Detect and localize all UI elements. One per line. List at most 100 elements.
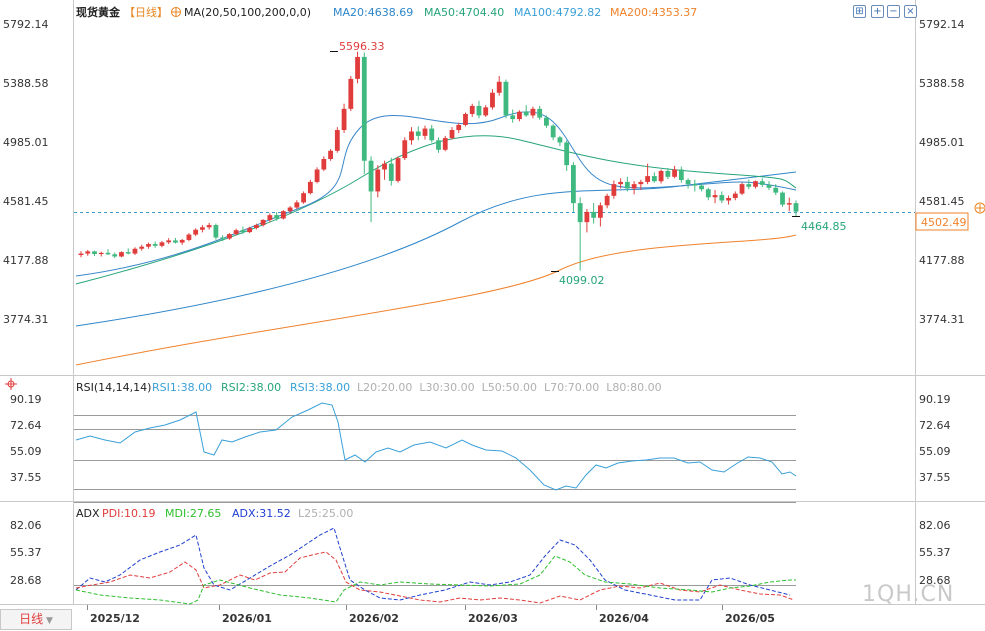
ma200-value: MA200:4353.37 [610, 6, 697, 19]
candle [85, 251, 91, 254]
chart-header: 现货黄金 【日线】 MA(20,50,100,200,0,0) MA20:463… [76, 5, 697, 19]
rsi-tick: 72.64 [10, 419, 42, 432]
mdi-line [75, 555, 796, 605]
candle [388, 163, 394, 181]
candle [557, 137, 563, 143]
candle [206, 225, 212, 228]
candle [631, 184, 637, 189]
rsi-settings-icon[interactable] [5, 378, 17, 390]
candle [213, 225, 219, 238]
rsi-line [75, 402, 797, 491]
candle [624, 181, 630, 189]
last-low-label: 4464.85 [801, 220, 847, 233]
rsi-tick: 55.09 [10, 445, 42, 458]
zoom-in-icon[interactable]: + [871, 5, 884, 18]
rsi-levels: L20:20.00 L30:30.00 L50:50.00 L70:70.00 … [357, 381, 662, 394]
l25-value: L25:25.00 [298, 507, 353, 520]
watermark: 1QH.CN [862, 582, 955, 607]
candle [186, 234, 192, 240]
candle [571, 165, 576, 204]
candle [355, 56, 360, 79]
candle [179, 239, 185, 243]
candle [166, 240, 172, 243]
candle [280, 211, 286, 219]
expand-icon[interactable] [974, 202, 985, 214]
candle [112, 254, 118, 257]
candle [119, 252, 124, 257]
x-tick: 2026/01 [222, 612, 272, 625]
y-tick: 4985.01 [919, 136, 965, 149]
candle [645, 176, 651, 182]
rsi-title: RSI(14,14,14) [76, 381, 151, 394]
candle [611, 184, 617, 196]
ma50-line [75, 135, 797, 285]
candle [146, 244, 151, 247]
rsi-tick: 90.19 [10, 393, 42, 406]
adx-line [75, 527, 791, 601]
candle [125, 252, 131, 254]
candle [449, 130, 455, 139]
adx-axis-right: 82.06 55.37 28.68 [919, 519, 951, 587]
x-axis: 2025/12 2026/01 2026/02 2026/03 2026/04 … [87, 605, 775, 625]
adx-header: ADX PDI:10.19 MDI:27.65 ADX:31.52 L25:25… [76, 507, 353, 520]
candle [247, 227, 253, 233]
candle [334, 130, 340, 151]
rsi3-value: RSI3:38.00 [290, 381, 350, 394]
candle [226, 234, 232, 239]
candle [604, 195, 610, 206]
candle [436, 140, 441, 150]
rsi-tick: 55.09 [919, 445, 951, 458]
x-tick: 2026/04 [599, 612, 649, 625]
close-panel-icon[interactable]: × [904, 5, 917, 18]
adx-tick: 55.37 [10, 546, 42, 559]
candle [780, 192, 785, 205]
chevron-down-icon: ▼ [43, 616, 53, 626]
instrument-title: 现货黄金 [76, 5, 121, 19]
adx-tick: 82.06 [919, 519, 951, 532]
candle [463, 113, 468, 125]
adx-tick: 55.37 [919, 546, 951, 559]
candle [766, 184, 772, 188]
candle [732, 193, 738, 199]
candle [746, 184, 752, 187]
candle [692, 184, 698, 186]
candle [159, 242, 165, 246]
candle [544, 117, 549, 126]
candle [132, 248, 138, 254]
rsi-tick: 90.19 [919, 393, 951, 406]
candle [307, 181, 313, 194]
timeframe-selector[interactable]: 日线 ▼ [0, 609, 72, 630]
zoom-out-icon[interactable]: − [887, 5, 900, 18]
ma50-value: MA50:4704.40 [424, 6, 504, 19]
candle [597, 205, 603, 218]
adx-axis-left: 82.06 55.37 28.68 [10, 519, 42, 587]
candle [260, 219, 266, 226]
y-tick: 4985.01 [3, 136, 49, 149]
candle [233, 230, 239, 235]
settings-icon[interactable] [171, 7, 181, 17]
candle [301, 193, 306, 203]
adx-value: ADX:31.52 [232, 507, 291, 520]
zoom-fit-icon[interactable]: ⊞ [853, 5, 866, 18]
candle [220, 237, 226, 239]
x-tick: 2026/02 [349, 612, 399, 625]
candle [341, 108, 347, 131]
rsi1-value: RSI1:38.00 [152, 381, 212, 394]
candle [793, 203, 799, 212]
candle [530, 108, 536, 116]
candle [577, 203, 583, 223]
ma20-value: MA20:4638.69 [333, 6, 413, 19]
candle [409, 131, 414, 141]
candle [550, 125, 556, 138]
y-tick: 5792.14 [919, 18, 965, 31]
candle [476, 105, 482, 116]
candle [267, 215, 273, 220]
candle [564, 142, 570, 166]
candle [314, 169, 320, 182]
candle [665, 170, 671, 177]
candle [348, 78, 354, 109]
pdi-line [75, 551, 795, 604]
y-tick: 4581.45 [3, 195, 49, 208]
candle [193, 229, 199, 235]
